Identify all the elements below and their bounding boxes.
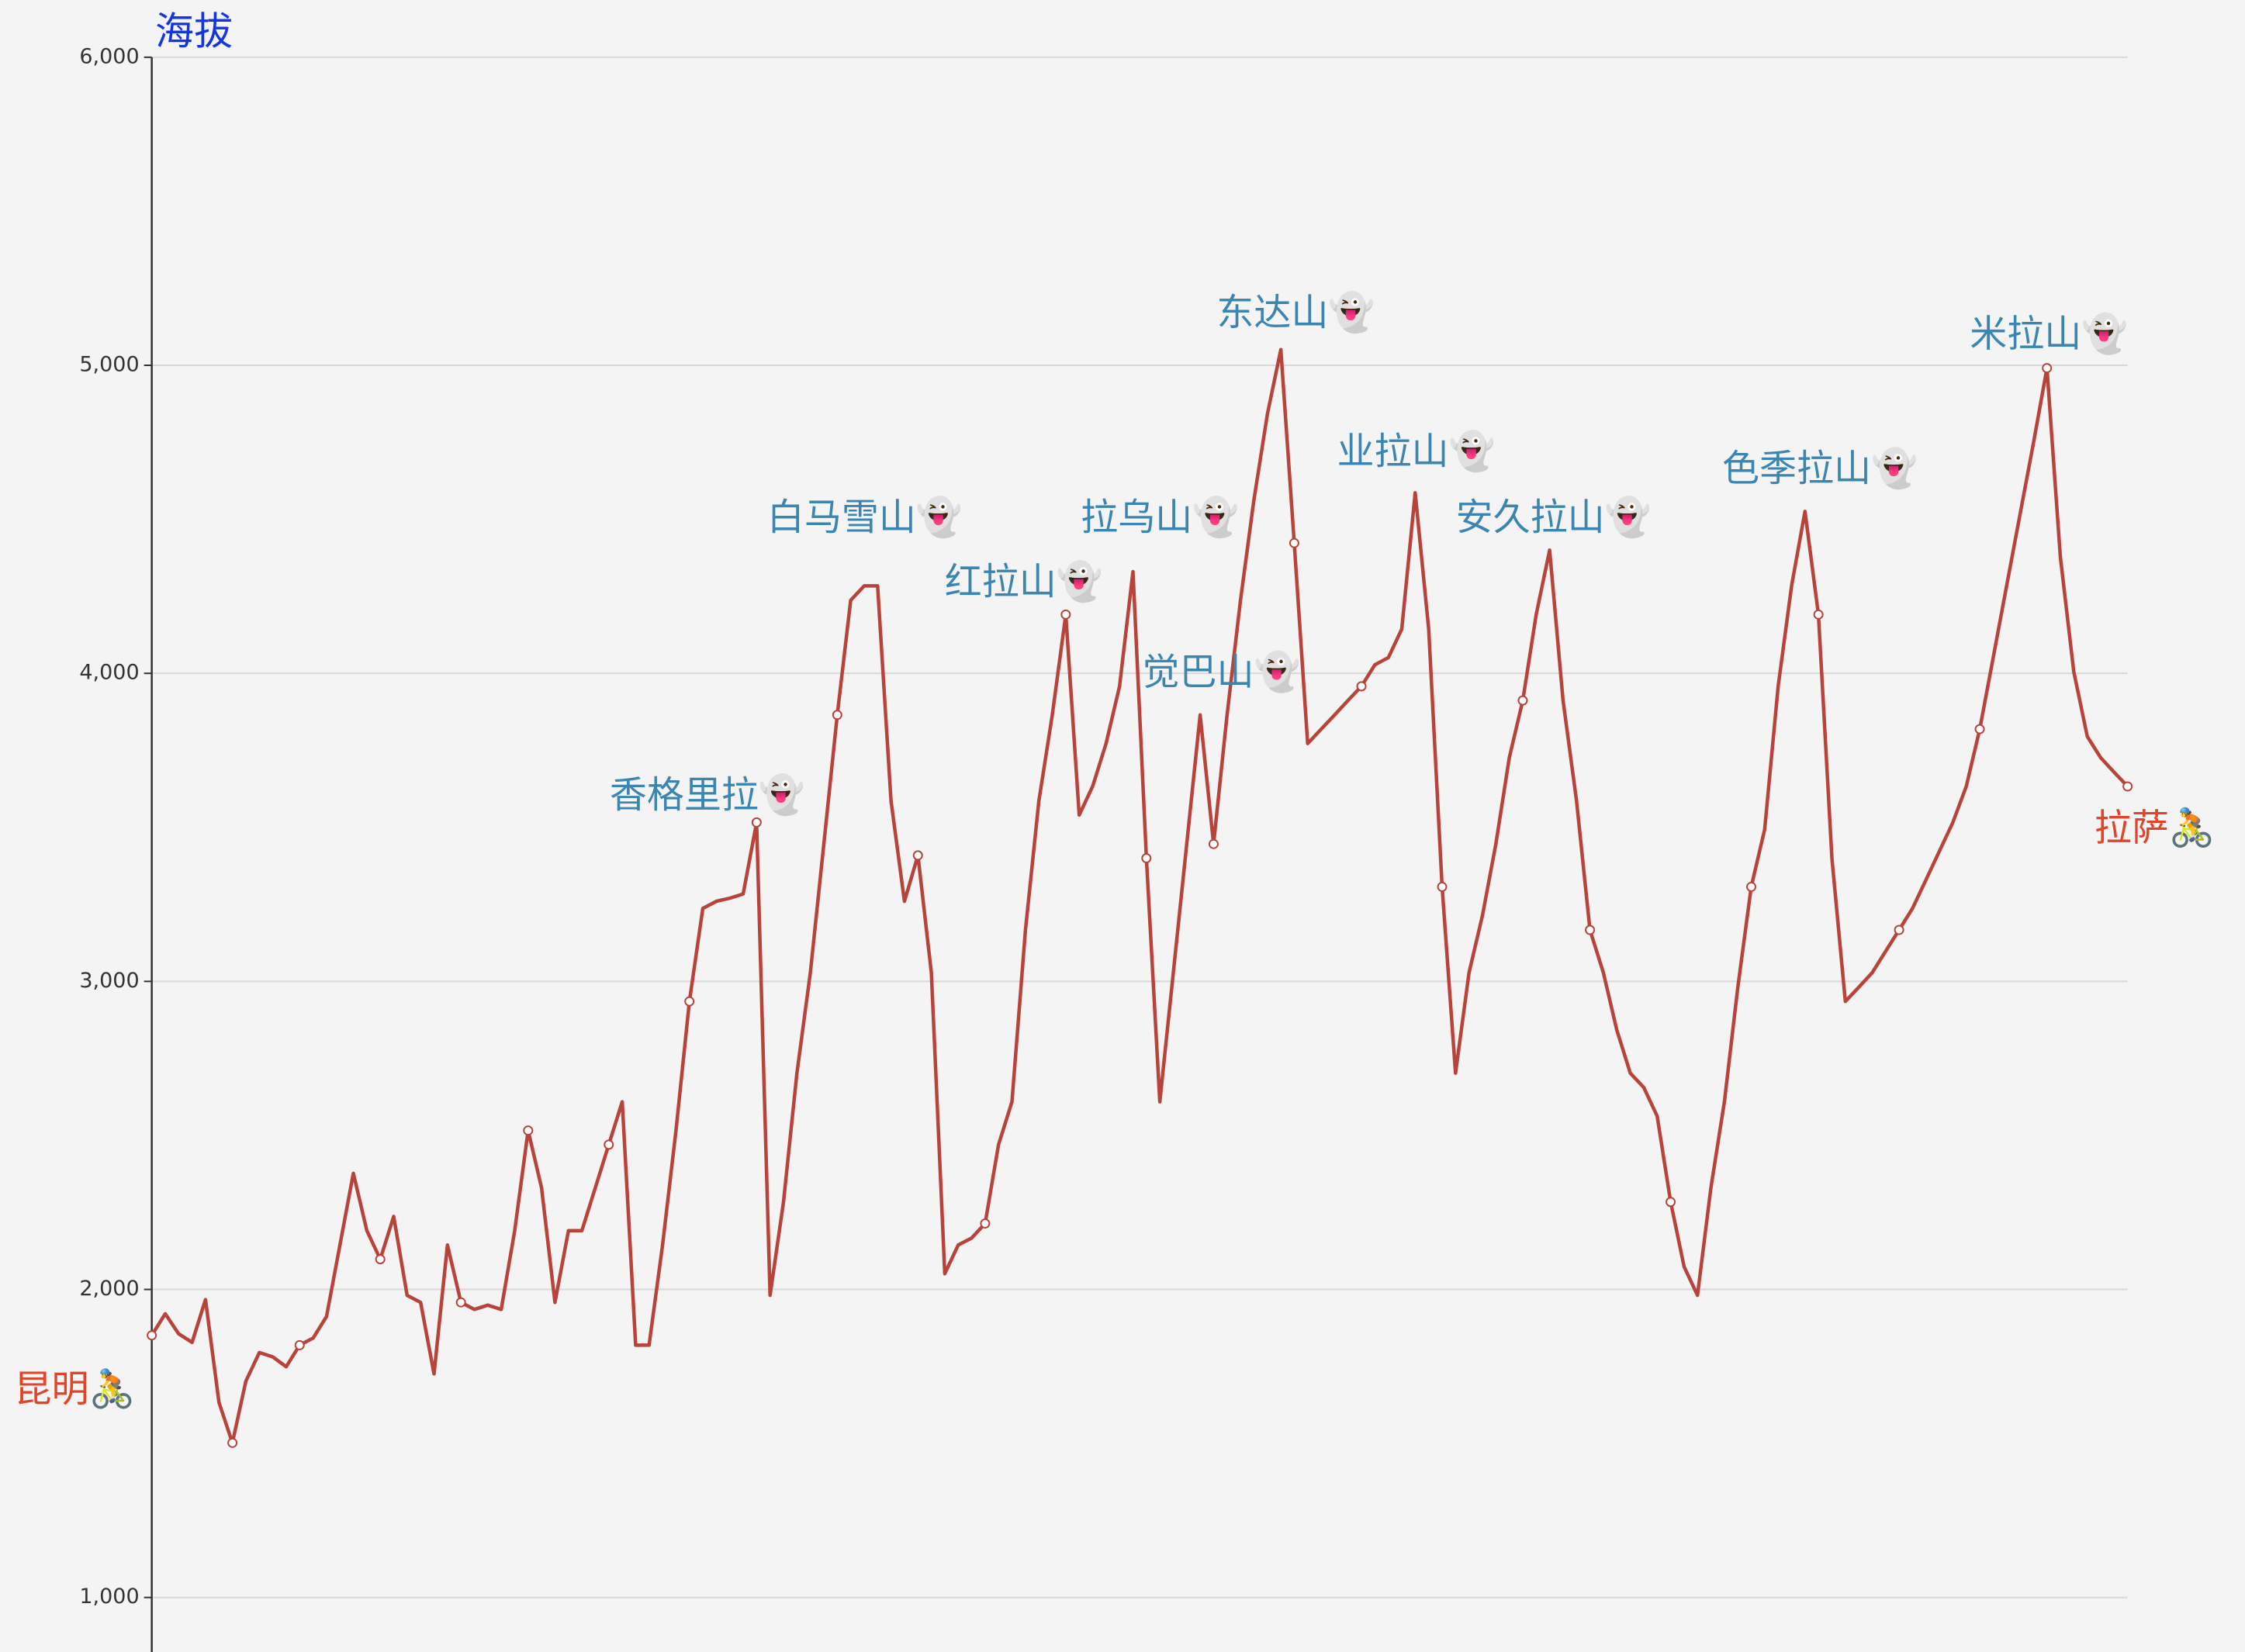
waypoint — [684, 996, 695, 1007]
waypoint — [604, 1139, 614, 1150]
annotation: 安久拉山👻 — [1456, 495, 1652, 539]
waypoint — [375, 1254, 386, 1265]
y-axis-label: 海拔 — [155, 9, 233, 54]
waypoint — [294, 1339, 305, 1350]
y-tick-label: 5,000 — [79, 353, 139, 377]
annotation: 白马雪山👻 — [767, 495, 963, 539]
waypoint — [751, 817, 762, 828]
waypoint — [1666, 1197, 1676, 1208]
annotation: 拉乌山👻 — [1081, 495, 1239, 539]
waypoint — [1208, 838, 1219, 849]
waypoint — [2122, 781, 2133, 792]
annotation: 业拉山👻 — [1337, 429, 1495, 473]
y-tick-label: 2,000 — [79, 1277, 139, 1301]
annotation: 色季拉山👻 — [1722, 446, 1918, 490]
waypoint — [832, 710, 842, 721]
y-tick-label: 1,000 — [79, 1585, 139, 1609]
waypoint — [1289, 537, 1299, 548]
annotation: 米拉山👻 — [1970, 312, 2128, 356]
annotation: 觉巴山👻 — [1142, 649, 1300, 693]
waypoint — [1356, 681, 1367, 692]
waypoint — [455, 1297, 466, 1308]
waypoint — [1813, 609, 1824, 620]
waypoint — [1141, 852, 1152, 863]
waypoint — [1585, 924, 1596, 935]
annotation: 拉萨🚴 — [2095, 806, 2216, 849]
waypoint — [1894, 924, 1904, 935]
waypoint — [1746, 881, 1757, 892]
y-tick-label: 4,000 — [79, 661, 139, 685]
waypoint — [1060, 609, 1071, 620]
waypoint — [1974, 724, 1985, 734]
annotation: 香格里拉👻 — [610, 772, 805, 817]
annotation: 红拉山👻 — [945, 559, 1103, 603]
waypoint — [1437, 881, 1448, 892]
waypoint — [227, 1437, 238, 1448]
waypoint — [1517, 695, 1528, 706]
y-tick-label: 6,000 — [79, 44, 139, 68]
y-tick-label: 3,000 — [79, 969, 139, 993]
waypoint — [980, 1218, 991, 1229]
waypoint — [523, 1125, 534, 1136]
elevation-line — [150, 347, 2129, 1445]
annotation: 昆明🚴 — [14, 1367, 135, 1411]
waypoint — [2042, 363, 2053, 374]
annotation: 东达山👻 — [1216, 290, 1375, 334]
waypoint — [912, 850, 923, 861]
waypoint — [147, 1330, 157, 1341]
